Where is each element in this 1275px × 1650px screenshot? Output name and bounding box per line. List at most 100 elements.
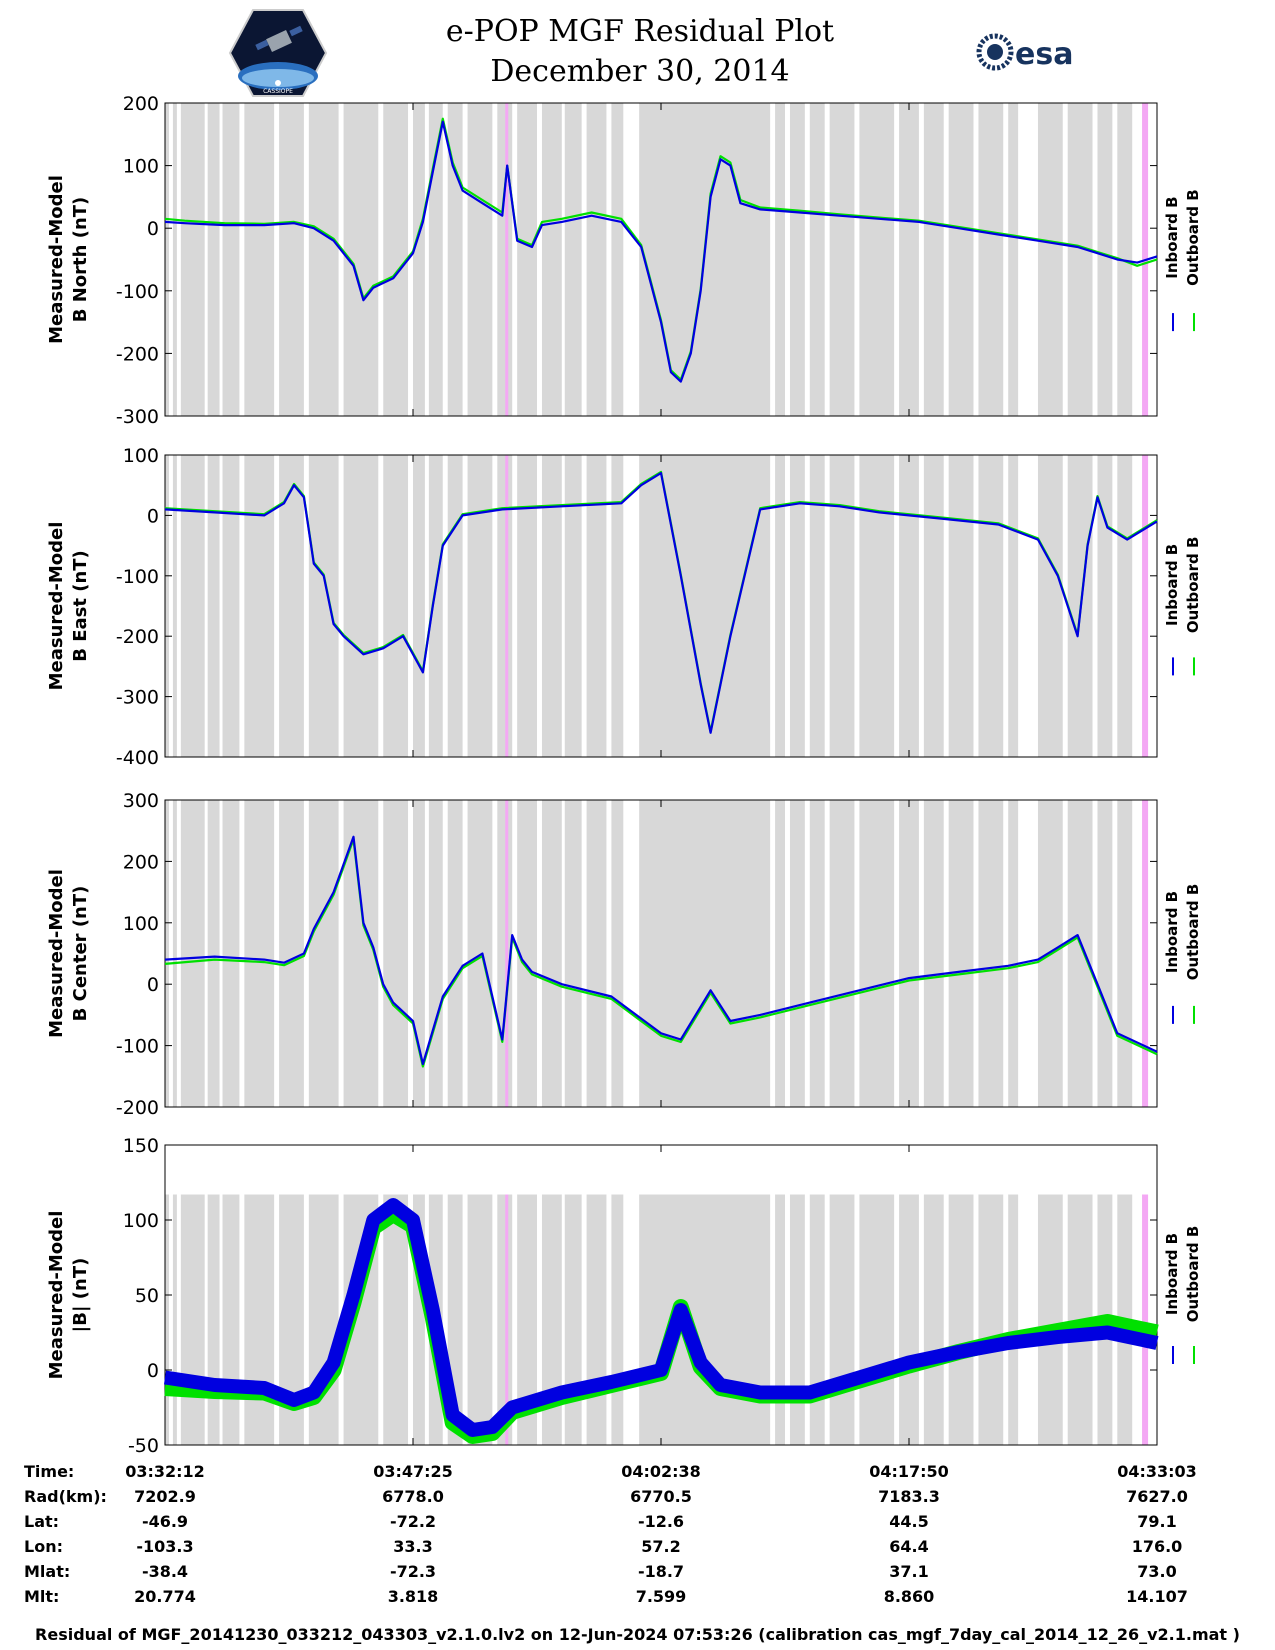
data-gap-band (413, 1194, 425, 1445)
data-gap-band (222, 103, 240, 416)
info-row-value: 6778.0 (382, 1487, 444, 1506)
y-axis-label: |B| (nT) (70, 1258, 91, 1333)
info-row-value: 03:47:25 (373, 1462, 453, 1481)
chart-subtitle: December 30, 2014 (490, 54, 790, 89)
data-gap-band (899, 103, 919, 416)
data-gap-band (899, 455, 919, 757)
data-gap-band (222, 1194, 240, 1445)
data-gap-band (1008, 1194, 1019, 1445)
legend-outboard-label: Outboard B (1184, 537, 1202, 634)
y-tick-label: -100 (116, 1036, 159, 1058)
info-row-value: 7202.9 (134, 1487, 196, 1506)
data-gap-band (586, 800, 607, 1107)
data-gap-band (1008, 800, 1019, 1107)
info-row-value: 04:17:50 (869, 1462, 949, 1481)
info-row-value: 64.4 (889, 1537, 929, 1556)
data-gap-band (978, 800, 1004, 1107)
data-gap-band (467, 103, 493, 416)
data-gap-band (413, 103, 425, 416)
data-gap-band (180, 1194, 205, 1445)
data-gap-band (899, 800, 919, 1107)
maneuver-band (505, 1194, 509, 1445)
info-row-value: -103.3 (136, 1537, 194, 1556)
data-gap-band (517, 1194, 537, 1445)
data-gap-band (497, 455, 513, 757)
esa-logo: esa (976, 33, 1073, 72)
data-gap-band (279, 455, 304, 757)
data-gap-band (611, 103, 624, 416)
data-gap-band (564, 103, 582, 416)
data-gap-band (809, 800, 825, 1107)
y-tick-label: 200 (123, 93, 159, 115)
orbit-info-table: Time: 03:32:12 03:47:25 04:02:38 04:17:50 04:… (0, 1462, 1275, 1622)
info-row-value: 73.0 (1137, 1562, 1177, 1581)
maneuver-band (505, 455, 509, 757)
data-gap-band (948, 455, 974, 757)
data-gap-band (207, 103, 220, 416)
y-tick-label: 0 (147, 974, 159, 996)
data-gap-band (383, 800, 409, 1107)
info-row-value: -72.2 (389, 1512, 437, 1531)
data-gap-band (343, 455, 379, 757)
y-tick-label: -300 (116, 406, 159, 428)
info-row-value: 44.5 (889, 1512, 929, 1531)
series-inboard-line (164, 472, 1158, 734)
data-gap-band (1037, 455, 1063, 757)
data-gap-band (809, 1194, 825, 1445)
y-tick-label: 150 (123, 1135, 159, 1157)
data-gap-band (497, 103, 513, 416)
data-gap-band (639, 800, 771, 1107)
data-gap-band (978, 103, 1004, 416)
legend-inboard-label: Inboard B (1163, 544, 1181, 626)
data-gap-band (1097, 103, 1113, 416)
data-gap-band (1067, 800, 1093, 1107)
data-gap-band (172, 455, 177, 757)
legend-outboard-label: Outboard B (1184, 189, 1202, 286)
data-gap-band (180, 800, 205, 1107)
y-axis-label: Measured-Model (46, 522, 67, 691)
y-axis-label: Measured-Model (46, 1211, 67, 1380)
data-gap-band (1037, 103, 1063, 416)
info-row-value: 20.774 (134, 1587, 196, 1606)
data-gap-band (308, 455, 339, 757)
residual-charts: 200 100 0 -100 -200 -300 Measured-Model B North… (46, 93, 1202, 1457)
data-gap-band (1117, 800, 1133, 1107)
data-gap-band (165, 800, 169, 1107)
y-axis-label: B North (nT) (70, 197, 91, 323)
data-gap-band (244, 800, 275, 1107)
data-gap-band (809, 455, 825, 757)
legend-outboard-label: Outboard B (1184, 1226, 1202, 1323)
data-gap-band (1067, 103, 1093, 416)
data-gap-band (789, 1194, 805, 1445)
data-gap-band (541, 103, 562, 416)
y-tick-label: -200 (116, 1097, 159, 1119)
y-tick-label: -50 (128, 1435, 159, 1457)
legend-inboard-label: Inboard B (1163, 1233, 1181, 1315)
info-row-label: Rad(km): (24, 1487, 107, 1506)
data-gap-band (517, 103, 537, 416)
maneuver-band (1142, 1194, 1149, 1445)
panel-b-east: 100 0 -100 -200 -300 -400 Measured-Model B East… (46, 445, 1202, 769)
data-gap-band (859, 455, 895, 757)
data-gap-band (1008, 103, 1019, 416)
data-gap-band (383, 455, 409, 757)
info-row-value: -72.3 (389, 1562, 437, 1581)
data-gap-band (978, 455, 1004, 757)
data-gap-band (1097, 800, 1113, 1107)
data-gap-band (775, 455, 785, 757)
data-gap-band (467, 455, 493, 757)
data-gap-band (775, 800, 785, 1107)
data-gap-band (948, 800, 974, 1107)
data-gap-band (789, 103, 805, 416)
info-row-label: Mlt: (24, 1587, 60, 1606)
data-gap-band (1117, 103, 1133, 416)
data-gap-band (165, 1194, 169, 1445)
y-tick-label: 100 (123, 913, 159, 935)
info-row-value: 14.107 (1126, 1587, 1188, 1606)
data-gap-band (923, 1194, 944, 1445)
data-gap-band (180, 455, 205, 757)
data-gap-band (541, 800, 562, 1107)
data-gap-band (639, 1194, 771, 1445)
data-gap-band (829, 455, 855, 757)
legend-inboard-label: Inboard B (1163, 196, 1181, 278)
